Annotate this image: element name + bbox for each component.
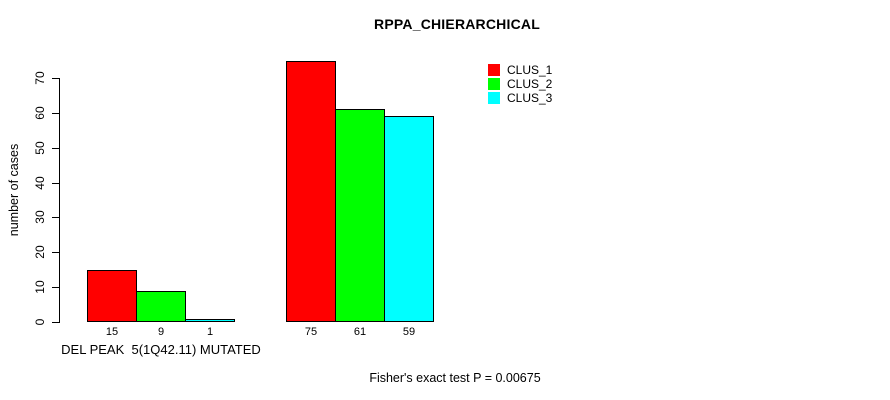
y-tick-label: 30 bbox=[33, 210, 47, 225]
y-tick-label: 20 bbox=[33, 245, 47, 259]
bar-value-label: 15 bbox=[105, 326, 119, 338]
y-tick-label: 10 bbox=[33, 280, 47, 294]
bar-clus_3-group2 bbox=[384, 116, 434, 322]
y-tick-label: 70 bbox=[33, 71, 47, 85]
legend-swatch-clus-1 bbox=[488, 64, 500, 76]
legend-item-clus-3: CLUS_3 bbox=[488, 91, 552, 105]
bar-clus_1-group1 bbox=[87, 269, 137, 322]
bar-value-label: 1 bbox=[206, 326, 214, 338]
legend-swatch-clus-3 bbox=[488, 92, 500, 104]
bar-clus_3-group1 bbox=[185, 318, 235, 322]
y-tick-label: 50 bbox=[33, 141, 47, 155]
bar-clus_2-group2 bbox=[335, 109, 385, 322]
y-tick bbox=[52, 182, 59, 184]
y-axis-line bbox=[59, 78, 60, 323]
y-tick-label: 40 bbox=[33, 175, 47, 190]
x-category-label: DEL PEAK 5(1Q42.11) MUTATED bbox=[61, 342, 261, 357]
legend-label-clus-3: CLUS_3 bbox=[507, 91, 553, 105]
bar-value-label: 61 bbox=[353, 326, 367, 338]
bar-clus_1-group2 bbox=[286, 60, 336, 322]
y-tick-label: 60 bbox=[33, 106, 47, 120]
y-tick bbox=[52, 322, 59, 323]
legend: CLUS_1 CLUS_2 CLUS_3 bbox=[488, 63, 552, 105]
legend-swatch-clus-2 bbox=[488, 78, 500, 90]
y-tick bbox=[52, 112, 59, 114]
y-tick bbox=[52, 252, 59, 254]
legend-label-clus-2: CLUS_2 bbox=[507, 77, 553, 91]
y-tick bbox=[52, 287, 59, 289]
y-tick bbox=[52, 147, 59, 149]
y-tick bbox=[52, 217, 59, 219]
bar-value-label: 75 bbox=[304, 326, 318, 338]
bar-value-label: 59 bbox=[402, 326, 416, 338]
legend-item-clus-2: CLUS_2 bbox=[488, 77, 552, 91]
fisher-test-note: Fisher's exact test P = 0.00675 bbox=[369, 371, 541, 385]
y-axis-label: number of cases bbox=[7, 143, 21, 237]
bar-value-label: 9 bbox=[157, 326, 165, 338]
y-tick bbox=[52, 78, 59, 79]
chart-title: RPPA_CHIERARCHICAL bbox=[374, 16, 540, 32]
legend-label-clus-1: CLUS_1 bbox=[507, 63, 553, 77]
legend-item-clus-1: CLUS_1 bbox=[488, 63, 552, 77]
bar-clus_2-group1 bbox=[136, 290, 186, 322]
y-tick-label: 0 bbox=[33, 318, 47, 326]
